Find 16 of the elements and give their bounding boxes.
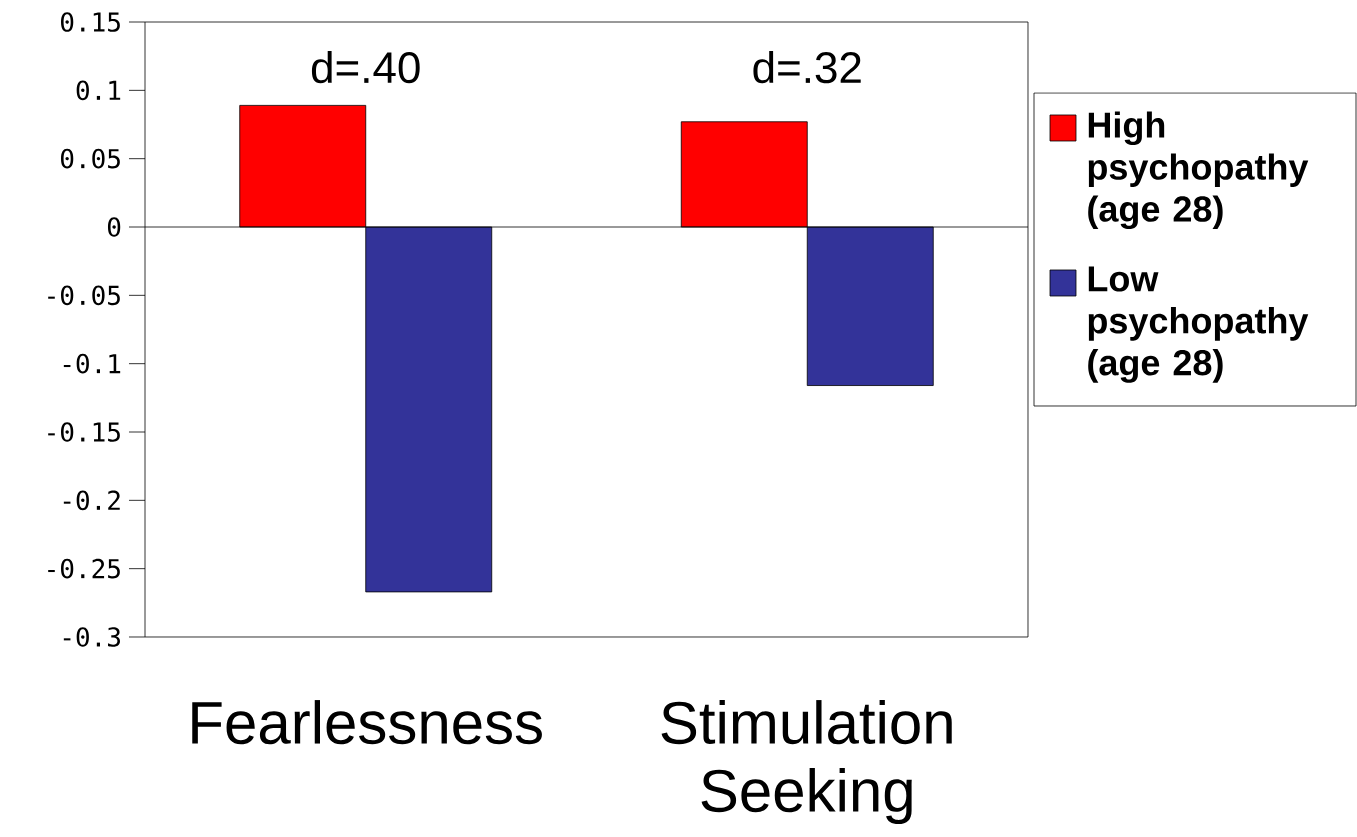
- y-tick-label: -0.3: [63, 627, 120, 647]
- y-tick-label: -0.05: [48, 285, 120, 306]
- y-tick-label: -0.15: [48, 422, 120, 442]
- x-tick-label: Fearlessness: [192, 700, 542, 745]
- y-tick-label: 0.05: [61, 148, 120, 169]
- y-tick-label: 0: [107, 217, 121, 237]
- legend-label: High psychopathy (age 28): [1088, 111, 1309, 230]
- y-tick-label: -0.1: [63, 353, 121, 374]
- y-tick-label: -0.2: [63, 490, 120, 511]
- legend-label: Low psychopathy (age 28): [1088, 266, 1309, 383]
- y-tick-label: -0.25: [48, 558, 120, 579]
- y-tick-label: 0.1: [76, 80, 121, 101]
- annotation: d=.40: [311, 50, 420, 84]
- x-tick-label: Stimulation Seeking: [661, 700, 952, 824]
- annotation: d=.32: [753, 50, 861, 84]
- y-tick-label: 0.15: [61, 12, 120, 32]
